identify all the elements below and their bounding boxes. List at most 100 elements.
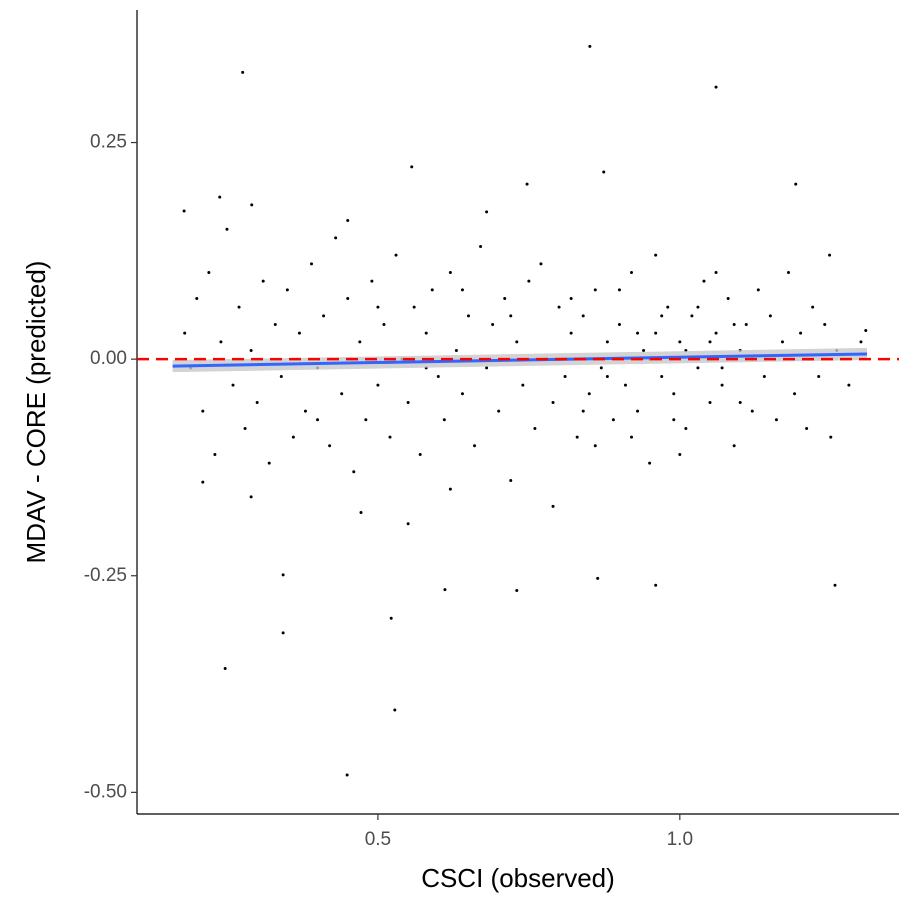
point <box>696 366 700 370</box>
point <box>525 182 529 186</box>
point <box>485 210 489 214</box>
point <box>593 444 597 448</box>
point <box>249 495 253 499</box>
point <box>359 511 363 514</box>
point <box>485 366 489 370</box>
point <box>587 392 591 396</box>
point <box>358 340 362 344</box>
point <box>334 236 338 240</box>
point <box>466 314 470 318</box>
point <box>794 182 798 186</box>
point <box>678 340 682 344</box>
point <box>654 253 658 257</box>
point <box>756 288 760 292</box>
point <box>828 253 832 257</box>
point <box>539 262 543 266</box>
point <box>225 227 229 231</box>
point <box>636 409 640 413</box>
point <box>588 44 592 48</box>
point <box>847 383 851 387</box>
point <box>527 279 531 283</box>
point <box>672 392 676 396</box>
point <box>183 331 187 335</box>
point <box>774 418 778 422</box>
point <box>201 409 205 413</box>
point <box>611 418 615 422</box>
point <box>617 322 621 326</box>
point <box>551 504 555 508</box>
point <box>726 297 730 301</box>
point <box>654 331 658 335</box>
point <box>297 331 301 335</box>
point <box>454 348 458 352</box>
point <box>714 331 718 335</box>
point <box>443 588 447 592</box>
point <box>285 288 289 292</box>
point <box>406 400 410 404</box>
x-tick-label: 0.5 <box>365 829 391 850</box>
point <box>738 400 742 404</box>
point <box>780 340 784 344</box>
point <box>605 340 609 344</box>
point <box>605 374 609 378</box>
point <box>393 708 397 712</box>
point <box>660 374 664 378</box>
point <box>581 314 585 318</box>
x-tick-label: 1.0 <box>667 829 693 850</box>
point <box>563 374 567 378</box>
point <box>346 219 350 223</box>
point <box>497 409 501 413</box>
point <box>376 305 380 309</box>
point <box>533 426 537 430</box>
point <box>569 297 573 301</box>
point <box>316 418 320 422</box>
point <box>732 322 736 326</box>
point <box>623 383 627 387</box>
y-tick-label: 0.00 <box>90 348 127 369</box>
point <box>575 435 579 439</box>
point <box>218 195 222 199</box>
point <box>430 288 434 292</box>
point <box>241 70 245 74</box>
point <box>281 573 285 577</box>
point <box>388 435 392 439</box>
point <box>672 418 676 422</box>
point <box>696 305 700 309</box>
point <box>596 576 600 580</box>
point <box>346 297 350 301</box>
point <box>255 400 259 404</box>
point <box>231 383 235 387</box>
point <box>859 340 863 344</box>
point <box>412 305 416 309</box>
point <box>714 271 718 275</box>
x-axis-label: CSCI (observed) <box>421 863 615 893</box>
point <box>515 340 519 344</box>
point <box>267 461 271 465</box>
point <box>410 165 414 169</box>
point <box>340 392 344 396</box>
point <box>479 245 483 249</box>
point <box>418 452 422 456</box>
y-tick-label: 0.25 <box>90 132 127 153</box>
point <box>182 209 186 213</box>
point <box>811 305 815 309</box>
point <box>243 426 247 430</box>
point <box>201 480 205 484</box>
point <box>394 253 398 257</box>
point <box>219 340 223 344</box>
point <box>720 366 724 370</box>
point <box>805 426 809 430</box>
point <box>291 435 295 439</box>
point <box>768 314 772 318</box>
y-tick-label: -0.25 <box>84 565 127 586</box>
point <box>322 314 326 318</box>
point <box>364 418 368 422</box>
point <box>744 322 748 326</box>
point <box>762 374 766 378</box>
point <box>660 314 664 318</box>
point <box>460 288 464 292</box>
point <box>642 348 646 352</box>
point <box>599 366 603 370</box>
point <box>237 305 241 309</box>
point <box>207 271 211 275</box>
